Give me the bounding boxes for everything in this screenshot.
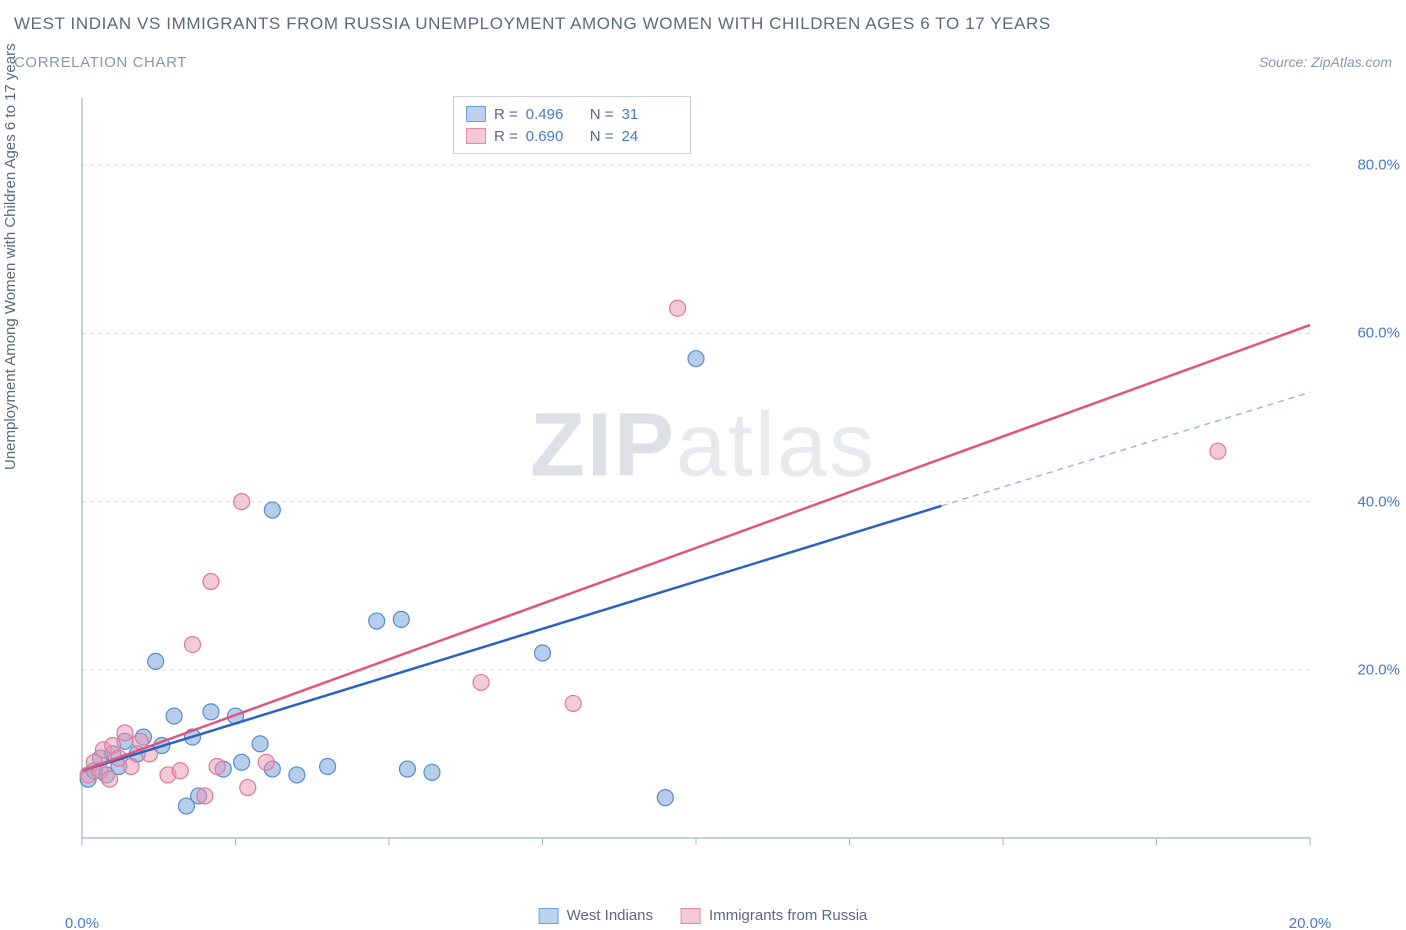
data-point bbox=[473, 674, 489, 690]
data-point bbox=[117, 725, 133, 741]
legend-stats-row: R = 0.496 N = 31 bbox=[466, 103, 678, 125]
data-point bbox=[657, 790, 673, 806]
legend-r-label: R = bbox=[494, 128, 518, 145]
legend-swatch bbox=[466, 128, 486, 144]
legend-n-label: N = bbox=[590, 106, 614, 123]
chart-subtitle: CORRELATION CHART bbox=[14, 54, 187, 71]
y-axis-label: Unemployment Among Women with Children A… bbox=[2, 43, 19, 470]
legend-r-value: 0.690 bbox=[526, 128, 582, 145]
legend-n-label: N = bbox=[590, 128, 614, 145]
data-point bbox=[240, 780, 256, 796]
data-point bbox=[264, 502, 280, 518]
chart-container: WEST INDIAN VS IMMIGRANTS FROM RUSSIA UN… bbox=[0, 0, 1406, 930]
data-point bbox=[209, 759, 225, 775]
data-point bbox=[123, 759, 139, 775]
data-point bbox=[172, 763, 188, 779]
y-tick-label: 60.0% bbox=[1357, 325, 1400, 342]
data-point bbox=[399, 761, 415, 777]
legend-n-value: 24 bbox=[622, 128, 678, 145]
legend-series: West Indians Immigrants from Russia bbox=[539, 907, 868, 924]
x-tick-label: 20.0% bbox=[1289, 915, 1332, 930]
legend-n-value: 31 bbox=[622, 106, 678, 123]
data-point bbox=[234, 754, 250, 770]
data-point bbox=[258, 754, 274, 770]
legend-r-value: 0.496 bbox=[526, 106, 582, 123]
data-point bbox=[102, 771, 118, 787]
data-point bbox=[393, 611, 409, 627]
legend-stats-row: R = 0.690 N = 24 bbox=[466, 125, 678, 147]
data-point bbox=[203, 704, 219, 720]
data-point bbox=[369, 613, 385, 629]
legend-r-label: R = bbox=[494, 106, 518, 123]
data-point bbox=[203, 574, 219, 590]
plot-area bbox=[50, 90, 1380, 880]
data-point bbox=[424, 764, 440, 780]
data-point bbox=[166, 708, 182, 724]
data-point bbox=[234, 494, 250, 510]
legend-series-item: West Indians bbox=[539, 907, 653, 924]
legend-stats: R = 0.496 N = 31 R = 0.690 N = 24 bbox=[453, 96, 691, 154]
source-label: Source: ZipAtlas.com bbox=[1259, 54, 1392, 70]
chart-title: WEST INDIAN VS IMMIGRANTS FROM RUSSIA UN… bbox=[14, 14, 1051, 34]
data-point bbox=[148, 653, 164, 669]
data-point bbox=[320, 759, 336, 775]
legend-swatch bbox=[681, 908, 701, 924]
data-point bbox=[565, 695, 581, 711]
y-tick-label: 40.0% bbox=[1357, 493, 1400, 510]
legend-series-label: Immigrants from Russia bbox=[709, 907, 867, 924]
trend-line bbox=[82, 325, 1310, 771]
y-tick-label: 20.0% bbox=[1357, 661, 1400, 678]
data-point bbox=[535, 645, 551, 661]
trend-line bbox=[82, 506, 942, 771]
data-point bbox=[197, 788, 213, 804]
data-point bbox=[670, 300, 686, 316]
legend-swatch bbox=[539, 908, 559, 924]
legend-series-label: West Indians bbox=[567, 907, 653, 924]
trend-line-extrapolated bbox=[942, 392, 1310, 506]
data-point bbox=[1210, 443, 1226, 459]
chart-svg bbox=[50, 90, 1380, 880]
data-point bbox=[289, 767, 305, 783]
data-point bbox=[185, 637, 201, 653]
legend-swatch bbox=[466, 106, 486, 122]
data-point bbox=[688, 351, 704, 367]
legend-series-item: Immigrants from Russia bbox=[681, 907, 867, 924]
data-point bbox=[252, 736, 268, 752]
x-tick-label: 0.0% bbox=[65, 915, 99, 930]
y-tick-label: 80.0% bbox=[1357, 157, 1400, 174]
